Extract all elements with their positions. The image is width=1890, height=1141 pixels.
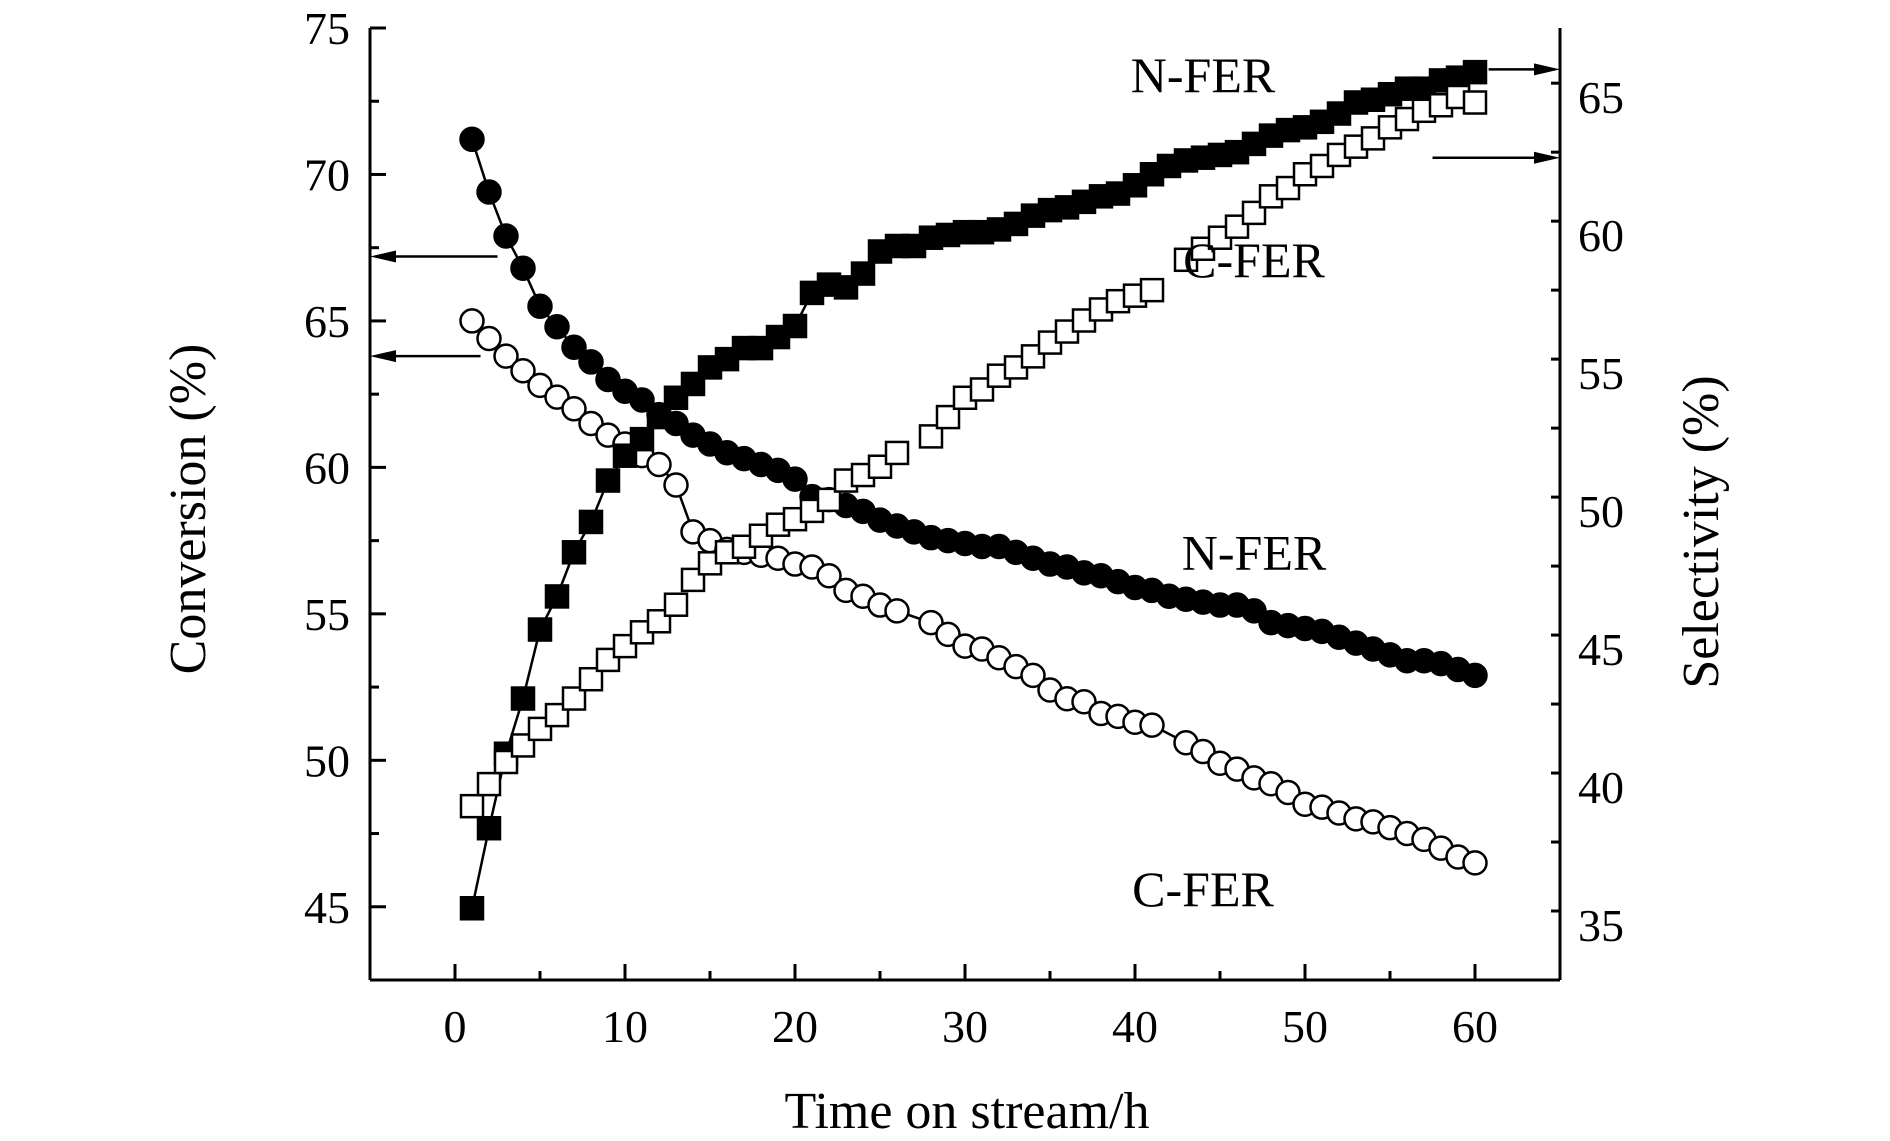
data-point-circle	[1139, 712, 1165, 738]
x-tick-label: 30	[942, 1001, 988, 1052]
axis-arrow-head	[370, 350, 396, 363]
data-point-square	[918, 424, 944, 449]
right-y-tick-label: 40	[1578, 762, 1624, 813]
data-point-circle	[561, 396, 587, 422]
data-point-square	[578, 666, 604, 692]
left-y-tick-label: 55	[304, 589, 350, 640]
data-point-square	[527, 617, 553, 642]
data-point-circle	[476, 325, 502, 352]
data-point-circle	[510, 255, 536, 281]
x-tick-label: 60	[1452, 1001, 1498, 1052]
right-y-tick-label: 45	[1578, 624, 1624, 675]
data-point-square	[459, 793, 485, 819]
right-y-tick-label: 65	[1578, 72, 1624, 123]
right-y-tick-label: 55	[1578, 348, 1624, 399]
data-point-square	[663, 592, 689, 617]
axes-layer: 0 10 20 30 40 50 60 45 50 55 60 65 70 75 35 40 45 50 55 60 6…	[304, 3, 1624, 1052]
data-point-circle	[1020, 662, 1046, 689]
axis-arrow-head	[1534, 151, 1560, 164]
right-y-tick-label: 60	[1578, 210, 1624, 261]
data-point-square	[595, 468, 621, 493]
data-point-circle	[459, 126, 485, 153]
data-point-circle	[493, 223, 519, 249]
data-point-square	[510, 686, 536, 711]
data-point-circle	[561, 334, 587, 361]
data-point-square	[1139, 277, 1165, 303]
axis-arrow-head	[370, 250, 396, 263]
data-point-circle	[493, 343, 519, 369]
data-point-square	[561, 540, 587, 565]
data-point-square	[459, 896, 485, 921]
data-point-square	[1462, 90, 1488, 115]
series-annotation: C-FER	[1183, 232, 1325, 288]
left-y-tick-label: 45	[304, 882, 350, 933]
data-point-circle	[578, 349, 604, 375]
data-point-square	[850, 261, 876, 286]
series-line	[470, 70, 1476, 909]
left-y-tick-label: 75	[304, 3, 350, 54]
x-tick-label: 50	[1282, 1001, 1328, 1052]
left-y-tick-label: 65	[304, 296, 350, 347]
x-tick-label: 10	[602, 1001, 648, 1052]
data-point-square	[544, 584, 570, 609]
data-point-circle	[782, 466, 808, 492]
data-point-square	[646, 404, 672, 430]
x-axis-label: Time on stream/h	[785, 1083, 1150, 1140]
data-point-square	[884, 440, 910, 466]
x-tick-label: 40	[1112, 1001, 1158, 1052]
left-y-tick-label: 50	[304, 735, 350, 786]
data-point-circle	[646, 451, 672, 478]
data-point-circle	[884, 598, 910, 624]
right-y-axis-label: Selectivity (%)	[1673, 375, 1730, 688]
x-tick-label: 0	[444, 1001, 467, 1052]
left-y-tick-label: 70	[304, 149, 350, 200]
data-point-circle	[527, 293, 553, 320]
data-point-circle	[510, 357, 536, 384]
axis-arrow-head	[1534, 63, 1560, 76]
data-point-circle	[1462, 662, 1488, 689]
left-y-axis-label: Conversion (%)	[160, 344, 217, 675]
right-y-tick-label: 35	[1578, 900, 1624, 951]
data-point-circle	[459, 308, 485, 334]
series-annotation: N-FER	[1131, 47, 1276, 103]
series-annotation: C-FER	[1132, 861, 1274, 917]
data-point-circle	[663, 472, 689, 498]
data-point-square	[935, 404, 961, 430]
series-annotation: N-FER	[1182, 524, 1327, 580]
data-point-square	[476, 815, 502, 841]
data-point-circle	[476, 179, 502, 205]
data-point-square	[782, 313, 808, 339]
data-point-square	[1462, 59, 1488, 85]
data-point-circle	[816, 563, 842, 589]
data-point-circle	[544, 314, 570, 340]
series-layer	[459, 59, 1488, 921]
data-point-circle	[1462, 850, 1488, 876]
data-point-square	[629, 426, 655, 452]
data-point-square	[561, 686, 587, 711]
data-point-square	[578, 509, 604, 535]
right-y-tick-label: 50	[1578, 486, 1624, 537]
data-point-square	[476, 771, 502, 797]
x-tick-label: 20	[772, 1001, 818, 1052]
annotation-layer: N-FER C-FER N-FER C-FER	[370, 47, 1560, 917]
data-point-square	[816, 487, 842, 513]
left-y-tick-label: 60	[304, 442, 350, 493]
